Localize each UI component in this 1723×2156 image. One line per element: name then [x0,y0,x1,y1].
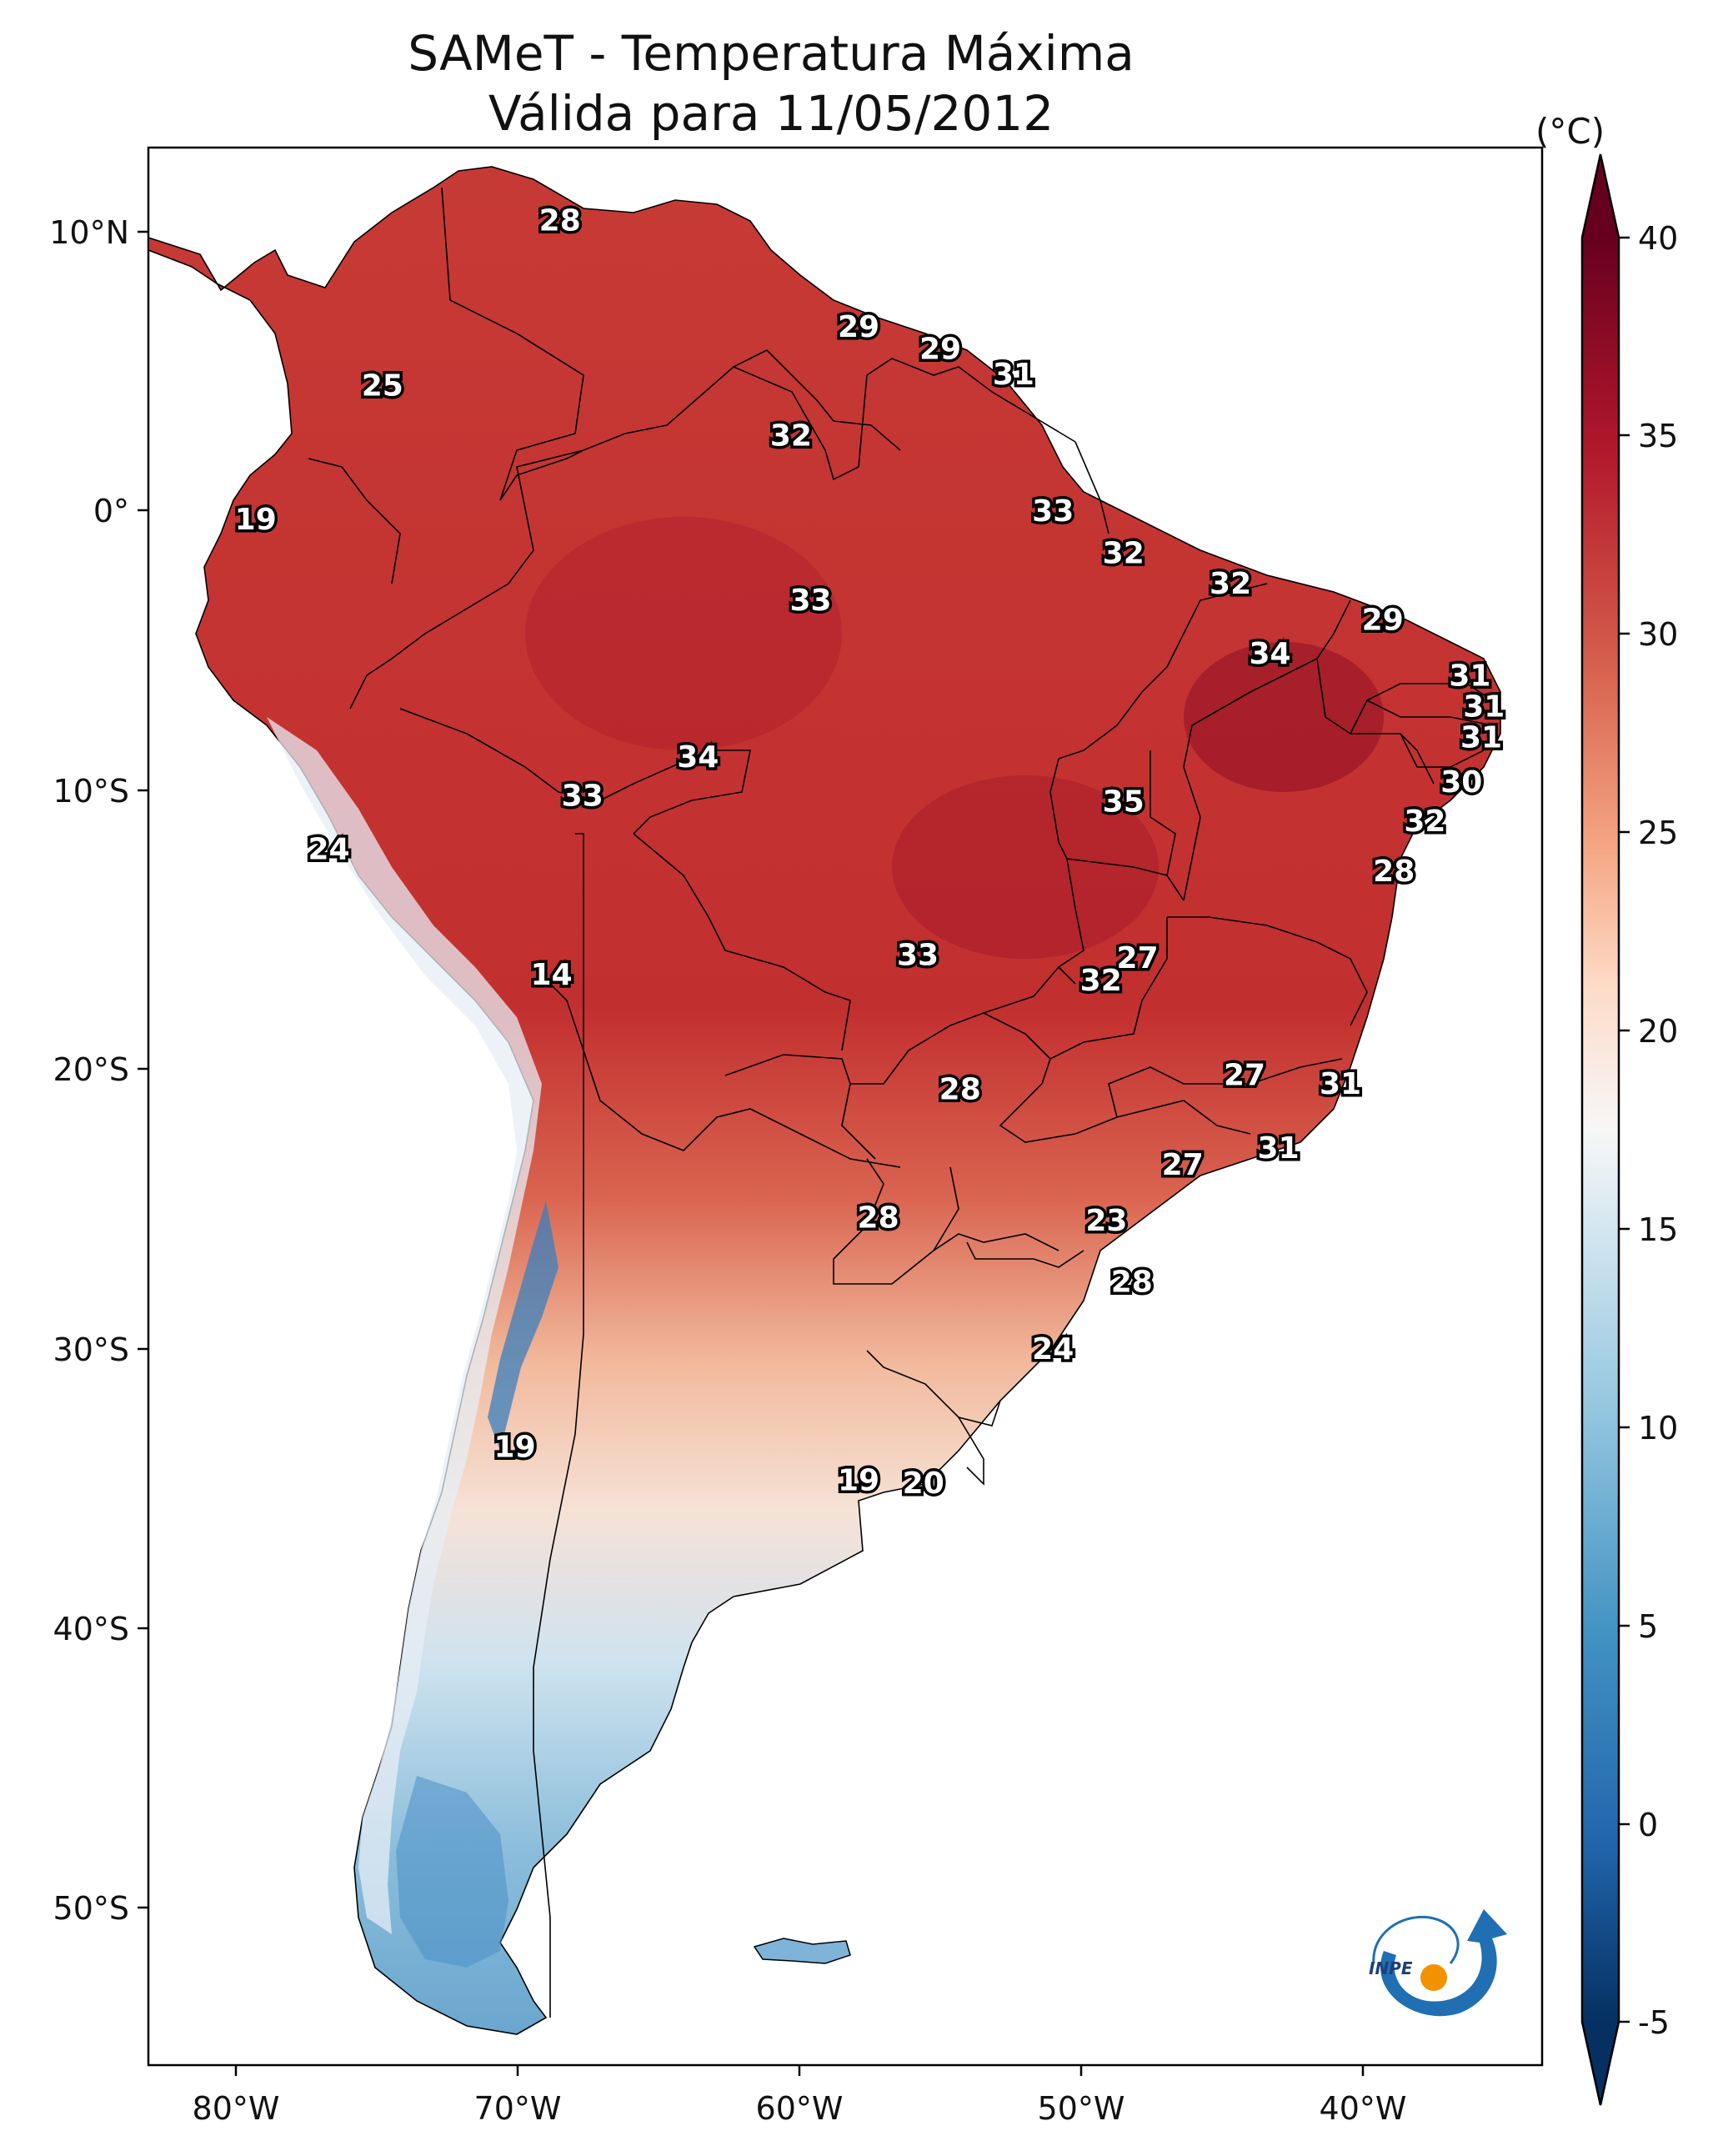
temperature-label: 31 [1320,1067,1361,1101]
lon-tick-label: 60°W [756,2090,844,2127]
colorbar-tick-label: 20 [1638,1013,1678,1050]
lon-tick-label: 50°W [1038,2090,1125,2127]
patagonia-cold [396,1776,508,1968]
hot-core-amazon [525,517,842,750]
colorbar-tick-label: 15 [1638,1211,1678,1248]
temperature-label: 24 [308,832,349,866]
map-title: SAMeT - Temperatura Máxima Válida para 1… [0,23,1542,143]
temperature-label: 27 [1117,941,1159,975]
falkland-islands [753,1938,851,1964]
temperature-label: 19 [494,1430,536,1464]
lon-tick-label: 70°W [474,2090,562,2127]
temperature-label: 32 [1080,964,1122,998]
temperature-label: 33 [562,780,604,814]
colorbar: (°C) 40 35 30 25 20 15 10 5 0 -5 [1535,111,1678,2106]
temperature-label: 33 [1032,494,1074,529]
temperature-label: 29 [1362,604,1404,638]
inpe-logo-swoosh [1380,1909,1507,2017]
lon-ticks [234,2065,1365,2076]
lat-tick-label: 0° [93,493,129,529]
temperature-label: 30 [1440,765,1482,800]
temperature-label: 28 [539,204,581,238]
colorbar-tick-label: 30 [1638,616,1678,653]
colorbar-tick-label: 25 [1638,815,1678,851]
temperature-label: 31 [993,358,1034,392]
temperature-label: 27 [1224,1059,1265,1093]
temperature-label: 31 [1460,720,1502,755]
temperature-label: 33 [789,584,831,618]
temperature-label: 31 [1258,1131,1300,1166]
temperature-label: 29 [919,333,961,367]
inpe-logo-text: INPE [1369,1958,1413,1978]
inpe-logo-sun [1420,1964,1447,1991]
andes-cold-core [488,1201,558,1451]
colorbar-min-arrow [1582,2022,1619,2105]
temperature-label: 32 [1103,536,1144,570]
temperature-label: 19 [838,1464,879,1498]
colorbar-tick-label: 40 [1638,220,1678,257]
lat-tick-label: 50°S [53,1890,129,1927]
temperature-label: 34 [1249,637,1290,671]
colorbar-ticks [1619,236,1630,2023]
temperature-label: 24 [1032,1332,1074,1366]
temperature-label: 28 [1111,1266,1153,1300]
lat-tick-label: 10°S [53,773,129,810]
hot-core-central [892,775,1159,959]
temperature-label: 28 [858,1201,899,1236]
colorbar-unit: (°C) [1535,111,1605,152]
colorbar-tick-label: -5 [1638,2004,1670,2041]
temperature-label: 20 [903,1467,944,1501]
temperature-label: 27 [1162,1148,1204,1182]
title-line-2: Válida para 11/05/2012 [488,85,1054,142]
hot-core-northeast [1184,642,1384,792]
map-area [148,166,1501,2035]
colorbar-tick-label: 5 [1638,1608,1658,1645]
temperature-label: 31 [1463,690,1505,725]
temperature-label: 32 [770,419,812,454]
country-borders [308,187,1493,2018]
temperature-label: 33 [897,939,939,973]
colorbar-tick-label: 0 [1638,1807,1658,1843]
inpe-logo-orbit [1372,1915,1460,1964]
temperature-label: 14 [531,958,573,992]
lat-tick-label: 40°S [53,1611,129,1647]
temperature-label: 35 [1103,785,1144,819]
lat-tick-label: 30°S [53,1331,129,1368]
inpe-logo: INPE [1369,1909,1507,2017]
temperature-label: 29 [838,310,879,344]
colorbar-max-arrow [1582,154,1619,238]
colorbar-tick-label: 10 [1638,1410,1678,1447]
lat-tick-label: 10°N [49,214,129,251]
title-line-1: SAMeT - Temperatura Máxima [408,25,1134,82]
temperature-label: 32 [1210,567,1251,601]
lon-tick-label: 80°W [193,2090,280,2127]
lon-tick-label: 40°W [1320,2090,1407,2127]
temperature-label: 23 [1085,1204,1127,1238]
temperature-label: 31 [1449,659,1490,694]
temperature-label: 28 [939,1072,981,1106]
temperature-label: 28 [1373,855,1415,889]
colorbar-tick-label: 35 [1638,418,1678,454]
temperature-label: 19 [235,503,277,537]
temperature-label: 32 [1404,805,1445,839]
andes-cool-band [267,717,542,1934]
colorbar-fill [1582,238,1619,2022]
lat-tick-label: 20°S [53,1051,129,1088]
temperature-label: 34 [677,740,719,775]
lat-ticks [138,230,148,1909]
temperature-label: 25 [362,369,403,403]
